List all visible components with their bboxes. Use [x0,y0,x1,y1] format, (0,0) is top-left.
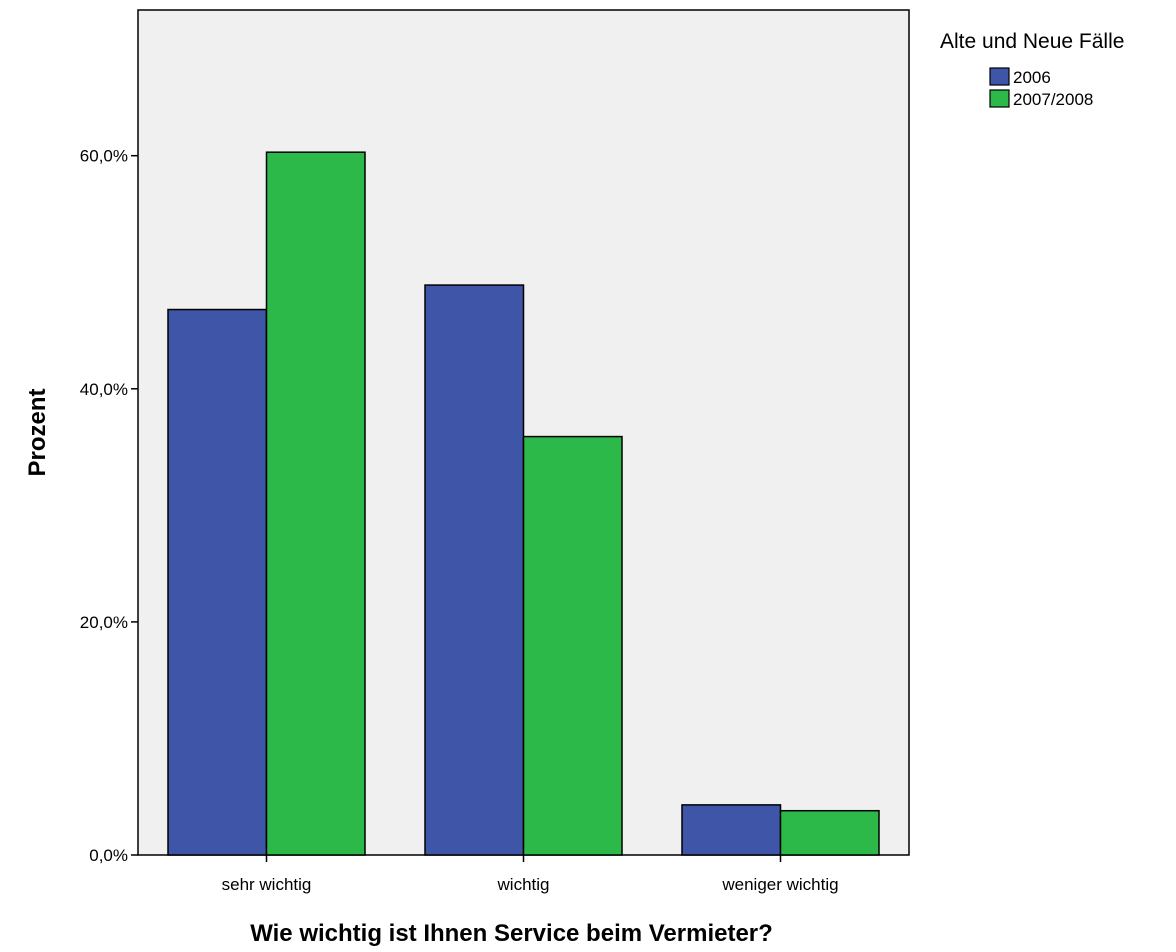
x-tick-label: wichtig [497,875,550,894]
x-axis-title: Wie wichtig ist Ihnen Service beim Vermi… [250,920,773,947]
legend-label: 2007/2008 [1013,90,1093,109]
y-tick-label: 0,0% [89,846,128,865]
legend-title: Alte und Neue Fälle [940,30,1124,53]
legend-swatch [989,89,1010,108]
y-axis-title: Prozent [24,388,51,476]
bar-2007-2008-sehr-wichtig [265,151,366,856]
bar-2007-2008-weniger-wichtig [779,809,880,856]
x-axis: sehr wichtig wichtig weniger wichtig [222,855,839,894]
bar-2007-2008-wichtig [522,435,623,856]
bars-group [167,151,880,856]
y-tick-label: 40,0% [80,380,128,399]
x-tick-label: sehr wichtig [222,875,312,894]
legend: Alte und Neue Fälle 2006 2007/2008 [940,30,1124,109]
legend-items: 2006 2007/2008 [989,67,1093,109]
y-axis: 0,0% 20,0% 40,0% 60,0% [80,147,138,865]
bar-2006-sehr-wichtig [167,308,268,856]
y-tick-label: 20,0% [80,613,128,632]
y-tick-label: 60,0% [80,147,128,166]
bar-2006-weniger-wichtig [681,804,782,856]
legend-label: 2006 [1013,68,1051,87]
legend-swatch [989,67,1010,86]
x-tick-label: weniger wichtig [721,875,838,894]
bar-2006-wichtig [424,284,525,856]
